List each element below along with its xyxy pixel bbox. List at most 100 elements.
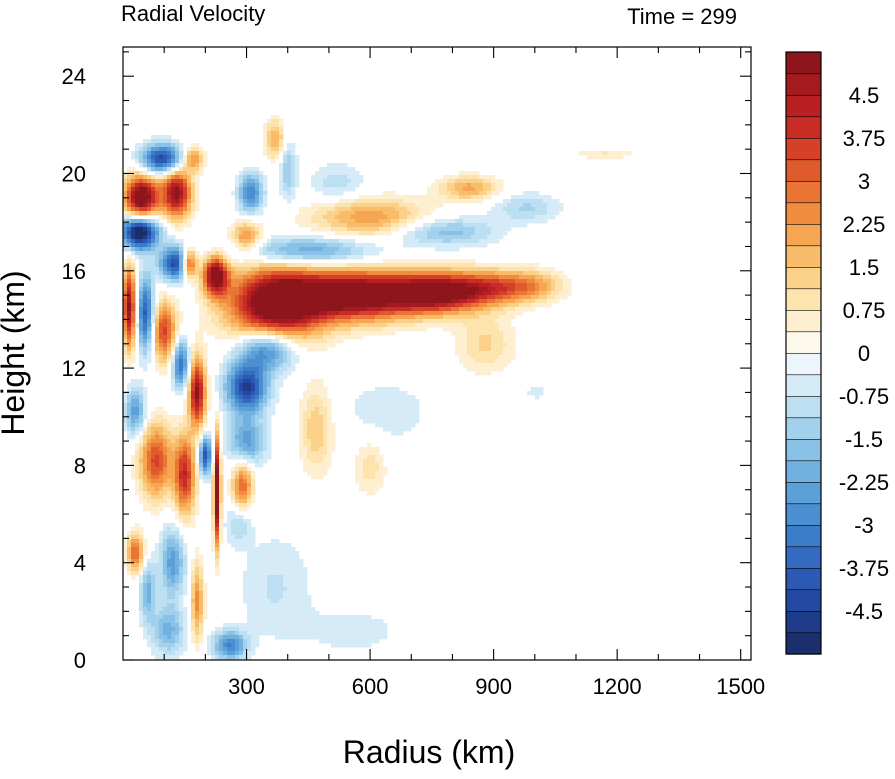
heatmap-cell — [479, 311, 484, 316]
heatmap-cell — [167, 415, 172, 420]
heatmap-cell — [203, 455, 208, 460]
heatmap-cell — [455, 303, 460, 308]
heatmap-cell — [259, 379, 264, 384]
heatmap-cell — [211, 307, 216, 312]
heatmap-cell — [135, 183, 140, 188]
heatmap-cell — [203, 411, 208, 416]
heatmap-cell — [239, 387, 244, 392]
heatmap-cell — [387, 391, 392, 396]
heatmap-cell — [183, 443, 188, 448]
heatmap-cell — [375, 387, 380, 392]
heatmap-cell — [463, 231, 468, 236]
heatmap-cell — [191, 423, 196, 428]
heatmap-cell — [407, 231, 412, 236]
heatmap-cell — [487, 263, 492, 268]
heatmap-cell — [299, 403, 304, 408]
heatmap-cell — [307, 291, 312, 296]
heatmap-cell — [231, 315, 236, 320]
heatmap-cell — [371, 307, 376, 312]
heatmap-cell — [203, 295, 208, 300]
heatmap-cell — [467, 327, 472, 332]
heatmap-cell — [251, 259, 256, 264]
heatmap-cell — [199, 351, 204, 356]
heatmap-cell — [535, 271, 540, 276]
heatmap-cell — [235, 303, 240, 308]
heatmap-cell — [495, 191, 500, 196]
heatmap-cell — [383, 327, 388, 332]
heatmap-cell — [123, 327, 128, 332]
heatmap-cell — [347, 223, 352, 228]
heatmap-cell — [407, 303, 412, 308]
heatmap-cell — [323, 427, 328, 432]
heatmap-cell — [171, 431, 176, 436]
heatmap-cell — [203, 383, 208, 388]
heatmap-cell — [451, 307, 456, 312]
heatmap-cell — [459, 243, 464, 248]
heatmap-cell — [219, 295, 224, 300]
heatmap-cell — [159, 435, 164, 440]
heatmap-cell — [219, 307, 224, 312]
heatmap-cell — [171, 327, 176, 332]
heatmap-cell — [303, 319, 308, 324]
heatmap-cell — [123, 199, 128, 204]
heatmap-cell — [239, 299, 244, 304]
heatmap-cell — [195, 167, 200, 172]
heatmap-cell — [315, 283, 320, 288]
heatmap-cell — [491, 291, 496, 296]
heatmap-cell — [123, 243, 128, 248]
heatmap-cell — [151, 287, 156, 292]
heatmap-cell — [371, 451, 376, 456]
heatmap-cell — [303, 247, 308, 252]
heatmap-cell — [279, 279, 284, 284]
heatmap-cell — [383, 203, 388, 208]
heatmap-cell — [259, 355, 264, 360]
heatmap-cell — [391, 311, 396, 316]
heatmap-cell — [155, 411, 160, 416]
heatmap-cell — [143, 443, 148, 448]
heatmap-cell — [447, 259, 452, 264]
heatmap-cell — [295, 287, 300, 292]
heatmap-cell — [183, 383, 188, 388]
heatmap-cell — [275, 327, 280, 332]
heatmap-cell — [303, 403, 308, 408]
heatmap-cell — [243, 399, 248, 404]
heatmap-cell — [299, 255, 304, 260]
heatmap-cell — [539, 267, 544, 272]
heatmap-cell — [247, 387, 252, 392]
heatmap-cell — [243, 191, 248, 196]
heatmap-cell — [423, 287, 428, 292]
heatmap-cell — [183, 455, 188, 460]
heatmap-cell — [215, 423, 220, 428]
heatmap-cell — [407, 427, 412, 432]
heatmap-cell — [331, 223, 336, 228]
heatmap-cell — [307, 295, 312, 300]
heatmap-cell — [479, 243, 484, 248]
heatmap-cell — [131, 315, 136, 320]
heatmap-cell — [383, 199, 388, 204]
heatmap-cell — [251, 347, 256, 352]
heatmap-cell — [483, 367, 488, 372]
heatmap-cell — [211, 287, 216, 292]
heatmap-cell — [347, 315, 352, 320]
heatmap-cell — [155, 279, 160, 284]
heatmap-cell — [231, 363, 236, 368]
heatmap-cell — [175, 419, 180, 424]
heatmap-cell — [175, 143, 180, 148]
heatmap-cell — [139, 307, 144, 312]
heatmap-cell — [379, 331, 384, 336]
heatmap-cell — [347, 227, 352, 232]
heatmap-cell — [511, 339, 516, 344]
heatmap-cell — [303, 399, 308, 404]
heatmap-cell — [299, 427, 304, 432]
heatmap-cell — [227, 399, 232, 404]
heatmap-cell — [143, 207, 148, 212]
heatmap-cell — [179, 439, 184, 444]
heatmap-cell — [467, 299, 472, 304]
heatmap-cell — [159, 163, 164, 168]
heatmap-cell — [203, 367, 208, 372]
heatmap-cell — [499, 223, 504, 228]
heatmap-cell — [131, 275, 136, 280]
heatmap-cell — [383, 323, 388, 328]
heatmap-cell — [303, 243, 308, 248]
heatmap-cell — [231, 407, 236, 412]
